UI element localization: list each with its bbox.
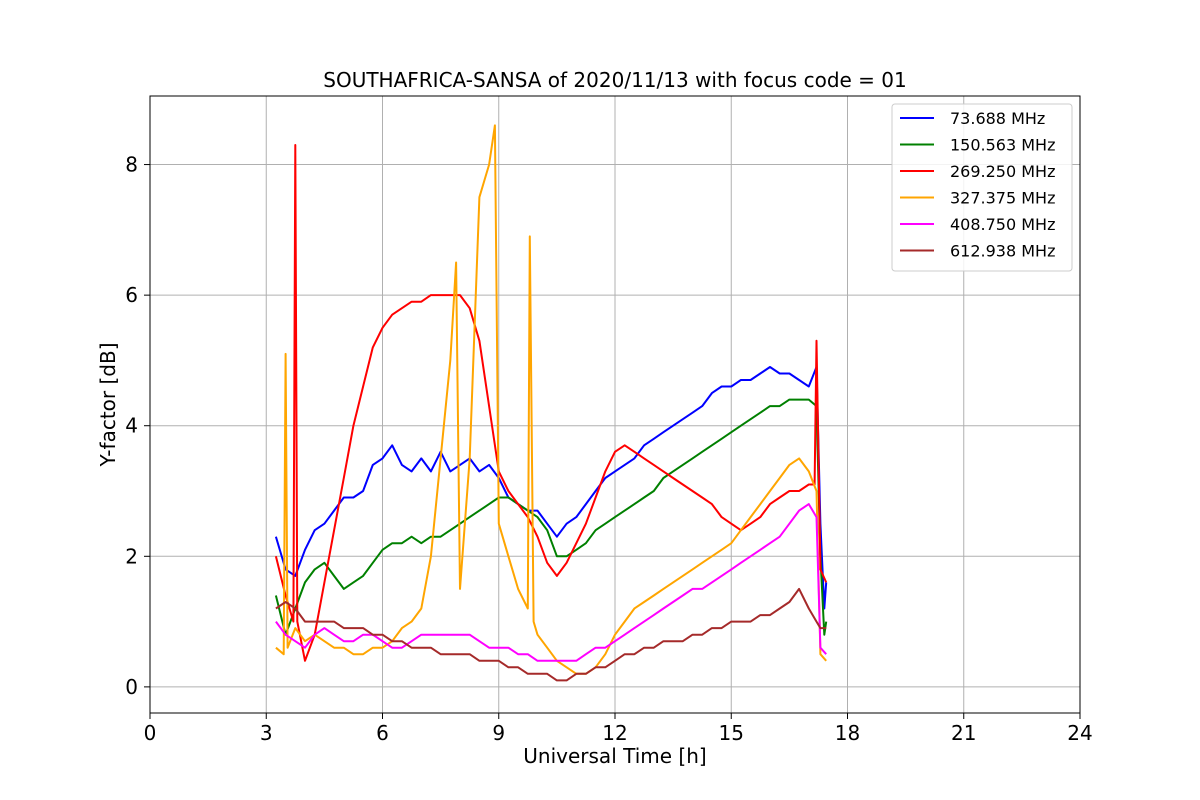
x-tick-label: 3 — [260, 721, 273, 745]
y-tick-label: 8 — [125, 153, 138, 177]
y-axis-label: Y-factor [dB] — [96, 342, 120, 467]
y-tick-label: 6 — [125, 283, 138, 307]
chart-title: SOUTHAFRICA-SANSA of 2020/11/13 with foc… — [323, 68, 907, 92]
plot-area — [274, 124, 828, 682]
legend-label: 612.938 MHz — [950, 242, 1055, 261]
x-tick-label: 9 — [492, 721, 505, 745]
y-tick-label: 0 — [125, 675, 138, 699]
legend-label: 269.250 MHz — [950, 162, 1055, 181]
series-line-3 — [274, 144, 828, 662]
x-tick-label: 15 — [719, 721, 744, 745]
y-tick-label: 2 — [125, 544, 138, 568]
x-tick-label: 18 — [835, 721, 860, 745]
legend-box — [891, 103, 1073, 272]
x-tick-label: 24 — [1067, 721, 1092, 745]
x-axis-label: Universal Time [h] — [523, 744, 706, 768]
legend-label: 408.750 MHz — [950, 215, 1055, 234]
series-line-5 — [275, 503, 827, 662]
y-tick-label: 4 — [125, 414, 138, 438]
x-tick-label: 21 — [951, 721, 976, 745]
x-tick-label: 6 — [376, 721, 389, 745]
x-tick-label: 0 — [144, 721, 157, 745]
legend-label: 327.375 MHz — [950, 189, 1055, 208]
series-line-6 — [275, 587, 827, 682]
series-line-2 — [274, 398, 828, 636]
series-line-1 — [274, 366, 828, 610]
legend: 73.688 MHz 150.563 MHz 269.250 MHz 327.375 … — [891, 103, 1073, 272]
legend-label: 150.563 MHz — [950, 136, 1055, 155]
x-tick-label: 12 — [602, 721, 627, 745]
legend-label: 73.688 MHz — [950, 109, 1045, 128]
series-line-4 — [275, 124, 827, 675]
